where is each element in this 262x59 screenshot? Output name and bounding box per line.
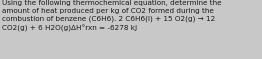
Text: Using the following thermochemical equation, determine the
amount of heat produc: Using the following thermochemical equat… — [2, 0, 222, 32]
